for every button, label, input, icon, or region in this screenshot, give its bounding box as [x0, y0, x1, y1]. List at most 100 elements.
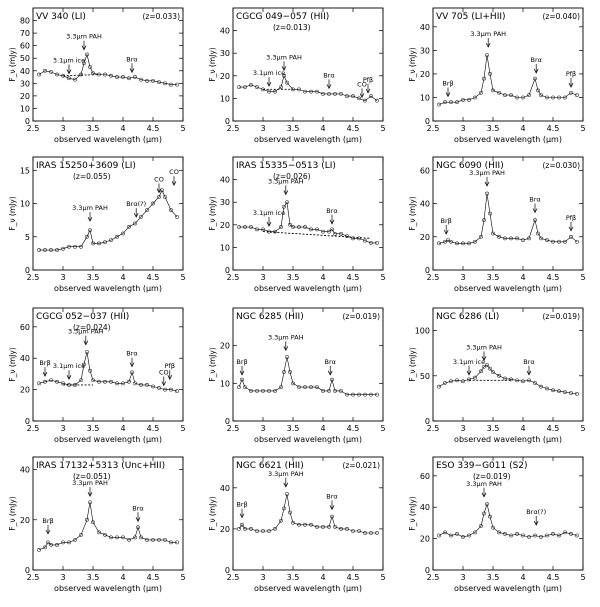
- annotation-label: 3.3μm PAH: [66, 33, 102, 41]
- annotation-label: 3.3μm PAH: [72, 479, 108, 487]
- x-tick-label: 3.5: [287, 273, 300, 282]
- data-point: [479, 234, 483, 239]
- data-point: [145, 537, 149, 542]
- data-point: [243, 385, 247, 389]
- data-point: [175, 540, 179, 545]
- data-point: [133, 535, 137, 540]
- y-tick-label: 60: [420, 166, 430, 175]
- data-point: [375, 392, 379, 397]
- data-point: [557, 389, 561, 394]
- data-point: [85, 52, 89, 57]
- annotation-label: 3.3μm PAH: [266, 53, 302, 61]
- x-axis-label: observed wavelength (μm): [54, 435, 162, 444]
- annotation-arrowhead: [87, 216, 93, 222]
- y-tick-label: 40: [420, 503, 430, 512]
- data-point: [309, 385, 313, 389]
- data-point: [315, 385, 319, 389]
- data-point: [557, 95, 561, 100]
- data-point: [73, 383, 77, 387]
- data-point: [455, 241, 459, 246]
- x-tick-label: 5: [380, 124, 385, 133]
- annotation-label: CO: [154, 176, 164, 184]
- y-tick-label: 0: [225, 417, 230, 426]
- x-tick-label: 4: [520, 273, 525, 282]
- x-tick-label: 4.5: [147, 124, 160, 133]
- data-point: [55, 543, 59, 547]
- data-point: [240, 522, 244, 527]
- y-tick-label: 30: [20, 79, 30, 88]
- data-point: [151, 384, 155, 389]
- data-point: [515, 532, 519, 536]
- y-tick-label: 0: [25, 566, 30, 575]
- data-point: [369, 94, 373, 99]
- panel-redshift: (z=0.019): [473, 472, 511, 481]
- data-point: [273, 527, 277, 531]
- data-point: [121, 535, 125, 540]
- annotation-arrowhead: [239, 370, 245, 376]
- annotation-label: 3.3μm PAH: [268, 470, 304, 478]
- annotation-label: 3.1μm ice: [453, 358, 485, 366]
- panel-12: 2.5 3 3.5 4 4.5 5 0 20 40 60 observed wavelength (…: [408, 456, 586, 593]
- x-tick-label: 3: [260, 573, 265, 582]
- data-point: [291, 381, 295, 386]
- data-point: [88, 368, 92, 373]
- data-point: [333, 231, 337, 236]
- x-tick-label: 2.5: [427, 573, 440, 582]
- data-point: [345, 527, 349, 531]
- y-tick-label: 60: [20, 323, 30, 332]
- data-point: [175, 389, 179, 394]
- plot-frame: [432, 7, 584, 122]
- data-point: [497, 90, 501, 95]
- data-point: [569, 90, 573, 95]
- data-point: [333, 388, 337, 393]
- annotation-arrowhead: [568, 82, 574, 88]
- y-axis-label: F_ν (mJy): [8, 196, 17, 231]
- y-tick-label: 20: [20, 386, 30, 395]
- data-point: [309, 227, 313, 232]
- data-point: [37, 248, 41, 252]
- y-axis-label: F_ν (mJy): [408, 496, 417, 531]
- annotation-label: Brα(?): [126, 200, 146, 208]
- data-point: [279, 85, 283, 89]
- annotation-label: Pfβ: [566, 70, 576, 78]
- annotation-arrowhead: [283, 346, 289, 352]
- y-tick-label: 50: [20, 54, 30, 63]
- data-point: [443, 381, 447, 385]
- data-point: [461, 97, 465, 102]
- y-axis-label: F_ν (mJy): [208, 47, 217, 82]
- panel-title: ESO 339−G011 (S2): [436, 461, 528, 471]
- data-point: [291, 225, 295, 229]
- x-axis-label: observed wavelength (μm): [454, 584, 562, 593]
- annotation-arrowhead: [83, 340, 89, 346]
- data-point: [43, 545, 47, 550]
- spectrum-line: [239, 201, 377, 244]
- plot-frame: [32, 156, 184, 271]
- y-tick-label: 60: [20, 42, 30, 51]
- panel-3: 2.5 3 3.5 4 4.5 5 0 10 20 30 40 observed wavelength…: [408, 7, 586, 144]
- data-point: [491, 370, 495, 375]
- annotation-arrowhead: [66, 375, 72, 380]
- data-point: [327, 229, 331, 234]
- y-tick-label: 10: [220, 94, 230, 103]
- data-point: [485, 502, 489, 506]
- x-axis-label: observed wavelength (μm): [254, 135, 362, 144]
- panel-6: 2.5 3 3.5 4 4.5 5 0 20 40 60 observed wavelength (…: [408, 156, 586, 293]
- annotation-arrowhead: [359, 93, 365, 99]
- data-point: [569, 532, 573, 536]
- data-point: [449, 239, 453, 244]
- x-tick-label: 4.5: [347, 124, 360, 133]
- annotation-arrowhead: [481, 492, 487, 498]
- data-point: [267, 529, 271, 533]
- annotation-arrowhead: [266, 81, 272, 87]
- data-point: [121, 75, 125, 79]
- y-tick-label: 0: [25, 417, 30, 426]
- data-point: [327, 388, 331, 393]
- panel-redshift: (z=0.033): [142, 12, 180, 21]
- data-point: [521, 379, 525, 384]
- x-tick-label: 4: [120, 424, 125, 433]
- annotation-label: Brβ: [39, 359, 50, 367]
- data-point: [127, 379, 131, 384]
- data-point: [479, 524, 483, 528]
- x-tick-label: 5: [580, 424, 585, 433]
- x-tick-label: 5: [580, 273, 585, 282]
